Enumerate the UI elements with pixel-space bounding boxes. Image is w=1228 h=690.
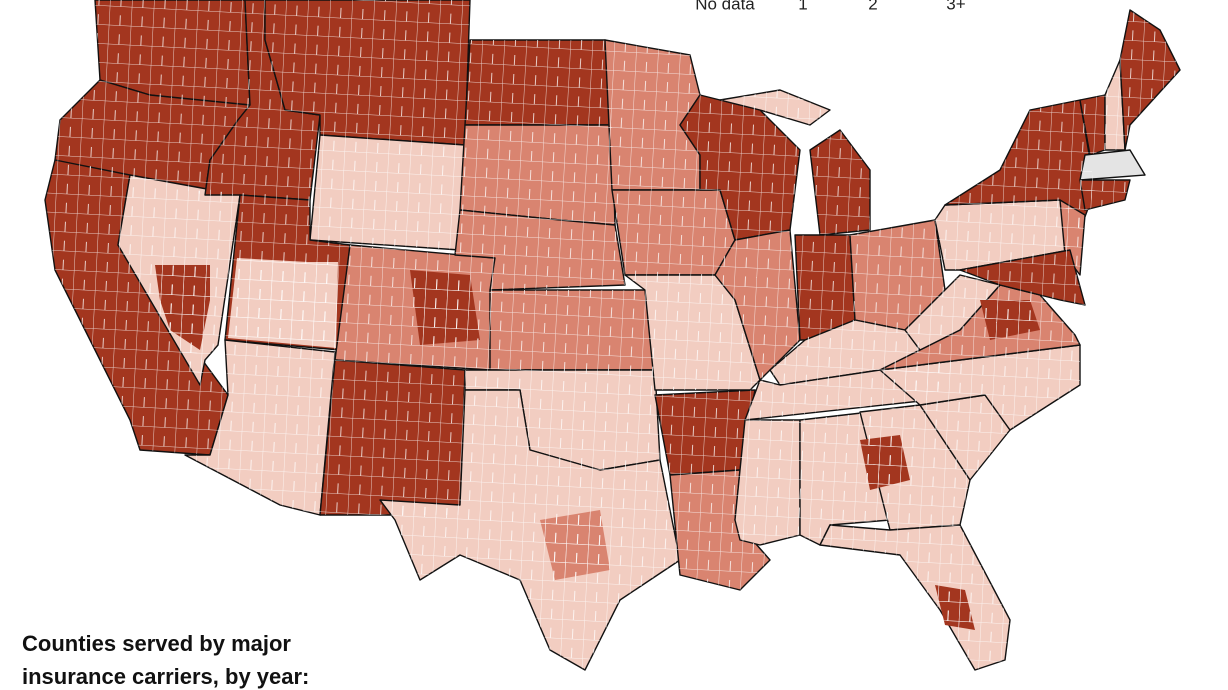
title-line: Counties served by major	[22, 631, 291, 656]
state-region	[319, 359, 466, 516]
title: Counties served by major insurance carrie…	[22, 631, 309, 689]
state-region	[464, 39, 613, 126]
state-region	[1119, 9, 1181, 151]
state-region	[604, 39, 701, 191]
legend: No data 1 2 3+	[695, 0, 966, 13]
state-region	[459, 124, 616, 226]
state-region	[1079, 149, 1146, 181]
state-region	[809, 129, 871, 236]
state-region	[734, 419, 801, 546]
state-region	[1079, 179, 1131, 211]
legend-label: 1	[798, 0, 807, 13]
state-region	[489, 289, 656, 371]
state-region	[611, 189, 736, 276]
state-region	[309, 134, 466, 251]
legend-label: No data	[695, 0, 755, 13]
county-patch	[228, 258, 338, 348]
title-line: insurance carriers, by year:	[22, 664, 309, 689]
legend-label: 3+	[946, 0, 965, 13]
county-patch	[410, 270, 480, 345]
state-region	[819, 524, 1011, 671]
state-region	[654, 389, 756, 476]
legend-label: 2	[868, 0, 877, 13]
